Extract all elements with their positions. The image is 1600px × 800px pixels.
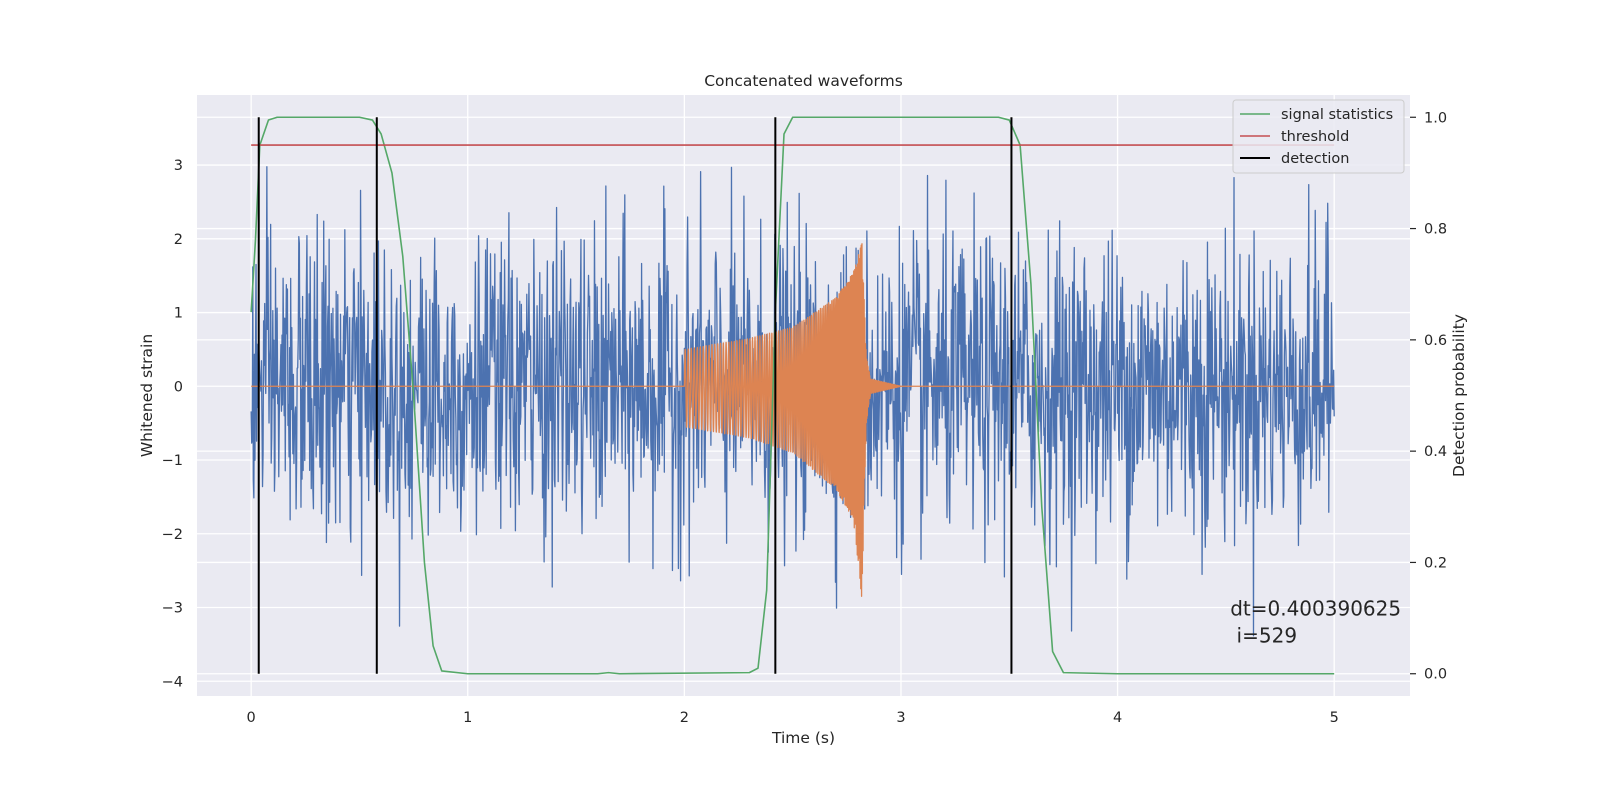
legend-label-signal-statistics: signal statistics [1281, 107, 1393, 123]
y-tick-label: 2 [174, 232, 183, 248]
x-tick-label: 1 [463, 710, 472, 726]
y-tick-label: −1 [162, 453, 183, 469]
y2-tick-label: 0.2 [1424, 555, 1447, 571]
x-tick-label: 3 [896, 710, 905, 726]
annotation-index: i=529 [1230, 624, 1297, 648]
x-axis-label: Time (s) [771, 729, 835, 747]
signal-statistics-line [250, 116, 1335, 675]
y-axis-label: Whitened strain [138, 334, 156, 457]
x-tick-label: 4 [1113, 710, 1122, 726]
legend: signal statistics threshold detection [1232, 99, 1405, 174]
legend-box [1232, 99, 1405, 174]
y-tick-label: −4 [162, 674, 183, 690]
y2-axis-label: Detection probability [1450, 314, 1468, 477]
y2-tick-label: 0.6 [1424, 333, 1447, 349]
x-tick-label: 2 [680, 710, 689, 726]
legend-label-detection: detection [1281, 151, 1349, 167]
data-series [250, 116, 1335, 675]
x-tick-label: 0 [247, 710, 256, 726]
y-tick-label: −3 [162, 601, 183, 617]
y2-tick-label: 1.0 [1424, 110, 1447, 126]
legend-label-threshold: threshold [1281, 129, 1349, 145]
x-tick-label: 5 [1330, 710, 1339, 726]
tick-labels: 0 1 2 3 4 5 −4 −3 −2 −1 0 1 2 3 0.0 0.2 0.4 0.6 0.8 1.0 [162, 110, 1447, 726]
y2-tick-label: 0.0 [1424, 667, 1447, 683]
y-tick-label: 1 [174, 306, 183, 322]
y-tick-label: −2 [162, 527, 183, 543]
y-tick-label: 0 [174, 379, 183, 395]
y-tick-label: 3 [174, 158, 183, 174]
chart-title: Concatenated waveforms [704, 72, 903, 90]
injected-signal-trace [251, 243, 1335, 597]
y2-tick-label: 0.8 [1424, 222, 1447, 238]
annotation-dt: dt=0.400390625 [1230, 597, 1401, 621]
y2-tick-label: 0.4 [1424, 444, 1447, 460]
